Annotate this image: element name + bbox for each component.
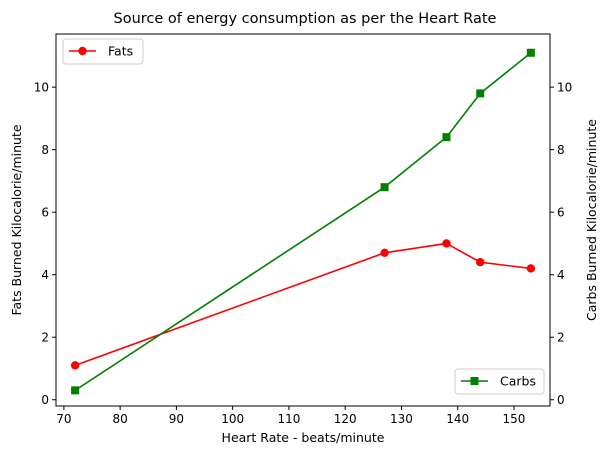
legend-carbs-marker <box>470 377 479 385</box>
legend-fats: Fats <box>62 38 144 65</box>
right-y-tick-label: 4 <box>557 268 565 282</box>
right-y-tick-label: 8 <box>557 143 565 157</box>
fats-data-point <box>526 264 536 273</box>
fats-data-point <box>380 248 389 258</box>
carbs-data-point <box>380 183 389 192</box>
left-y-axis-label: Fats Burned Kilocalorie/minute <box>9 124 24 315</box>
left-y-tick-label: 0 <box>41 393 49 407</box>
plot-area <box>70 48 536 395</box>
fats-data-point <box>442 239 451 248</box>
fats-series-line <box>74 242 531 367</box>
legend-fats-box <box>62 38 144 65</box>
x-tick-label: 150 <box>503 412 526 426</box>
left-y-tick-label: 2 <box>41 331 49 345</box>
x-tick-label: 140 <box>446 412 469 426</box>
left-y-tick-label: 8 <box>41 143 49 157</box>
left-y-axis-ticks: 0 2 4 6 8 10 <box>34 80 56 407</box>
x-tick-label: 80 <box>113 412 128 426</box>
fats-data-point <box>70 361 80 370</box>
right-y-tick-label: 2 <box>557 331 565 345</box>
x-tick-label: 130 <box>390 412 413 426</box>
x-axis-ticks: 70 80 90 100 110 120 130 140 150 <box>56 406 525 426</box>
left-y-tick-label: 4 <box>41 268 49 282</box>
legend-carbs-box <box>454 368 545 395</box>
right-y-tick-label: 10 <box>557 80 572 94</box>
right-y-tick-label: 0 <box>557 393 565 407</box>
left-y-tick-label: 10 <box>34 80 49 94</box>
right-y-axis-label: Carbs Burned Kilocalorie/minute <box>584 119 599 321</box>
legend-fats-marker <box>78 46 87 56</box>
x-tick-label: 100 <box>221 412 244 426</box>
right-y-tick-label: 6 <box>557 205 565 219</box>
fats-data-point <box>476 258 485 267</box>
chart-title: Source of energy consumption as per the … <box>114 11 497 27</box>
x-tick-label: 70 <box>56 412 71 426</box>
left-y-tick-label: 6 <box>41 205 49 219</box>
carbs-data-point <box>526 48 535 57</box>
x-axis-label: Heart Rate - beats/minute <box>222 430 385 445</box>
x-tick-label: 90 <box>169 412 184 426</box>
carbs-data-point <box>476 89 485 98</box>
legend-carbs-label: Carbs <box>500 374 536 389</box>
x-tick-label: 120 <box>334 412 357 426</box>
legend-carbs: Carbs <box>454 368 545 395</box>
plot-frame <box>55 33 551 407</box>
carbs-data-point <box>71 386 80 395</box>
carbs-data-point <box>442 133 451 142</box>
right-y-axis-ticks: 0 2 4 6 8 10 <box>550 80 572 407</box>
x-tick-label: 110 <box>277 412 300 426</box>
legend-fats-label: Fats <box>108 44 133 59</box>
